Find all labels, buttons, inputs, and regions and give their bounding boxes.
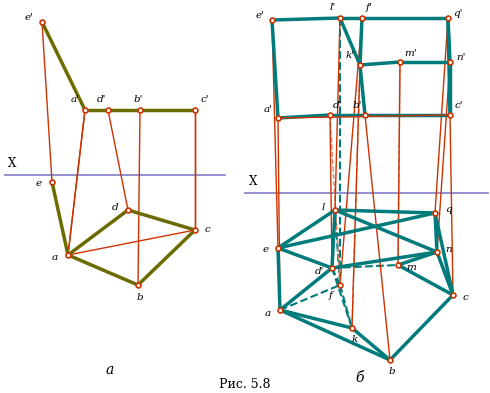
Text: a': a': [71, 95, 80, 105]
Text: d': d': [97, 95, 106, 105]
Text: d: d: [111, 204, 118, 213]
Text: c: c: [205, 226, 211, 235]
Text: k: k: [352, 336, 358, 345]
Text: q: q: [445, 206, 452, 215]
Text: b': b': [133, 95, 143, 105]
Text: d': d': [315, 268, 324, 277]
Text: б: б: [356, 371, 364, 385]
Text: a: a: [265, 310, 271, 318]
Text: c': c': [455, 101, 464, 110]
Text: f': f': [366, 4, 373, 13]
Text: X: X: [249, 175, 257, 188]
Text: b: b: [137, 292, 143, 301]
Text: b': b': [352, 101, 362, 110]
Text: l': l': [330, 4, 336, 13]
Text: b: b: [389, 367, 395, 376]
Text: l: l: [321, 202, 325, 211]
Text: e': e': [25, 13, 34, 22]
Text: d': d': [333, 101, 343, 110]
Text: a: a: [52, 252, 58, 261]
Text: n: n: [445, 246, 452, 255]
Text: c': c': [201, 95, 210, 105]
Text: f: f: [329, 290, 333, 299]
Text: m: m: [406, 263, 416, 272]
Text: e': e': [256, 11, 265, 20]
Text: m': m': [404, 48, 417, 57]
Text: Рис. 5.8: Рис. 5.8: [219, 378, 271, 391]
Text: X: X: [8, 157, 16, 170]
Text: а: а: [106, 363, 114, 377]
Text: e: e: [36, 180, 42, 189]
Text: k': k': [346, 51, 355, 61]
Text: q': q': [453, 9, 463, 18]
Text: n': n': [456, 53, 465, 62]
Text: c: c: [463, 292, 469, 301]
Text: e: e: [263, 246, 269, 255]
Text: a': a': [264, 105, 273, 114]
